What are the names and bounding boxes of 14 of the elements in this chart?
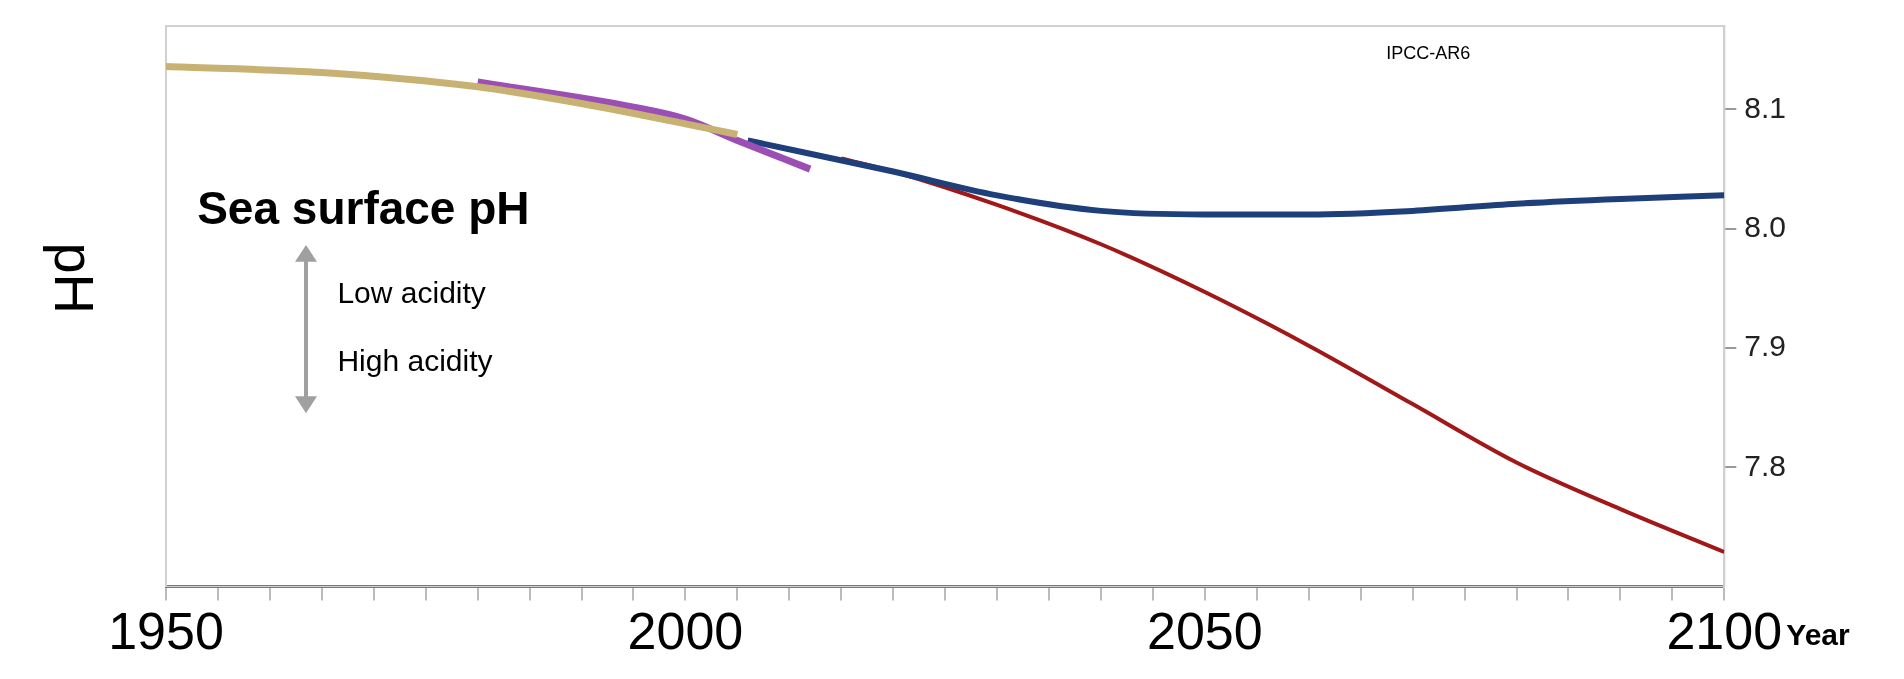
annotation: Sea surface pH <box>197 181 530 234</box>
annotation: IPCC-AR6 <box>1386 43 1471 63</box>
y-tick-label: 7.8 <box>1744 448 1787 482</box>
x-tick-label: 1950 <box>108 602 224 661</box>
annotation: Low acidity <box>337 276 486 310</box>
y-tick-label: 8.0 <box>1744 210 1787 244</box>
y-axis-title: pH <box>42 242 106 315</box>
x-axis-title: Year <box>1786 617 1851 651</box>
y-tick-label: 8.1 <box>1744 90 1787 124</box>
x-tick-label: 2100 <box>1666 602 1783 661</box>
y-tick-label: 7.9 <box>1744 329 1787 363</box>
x-tick-label: 2000 <box>627 602 744 661</box>
x-tick-label: 2050 <box>1147 602 1263 661</box>
annotation: High acidity <box>337 343 493 377</box>
